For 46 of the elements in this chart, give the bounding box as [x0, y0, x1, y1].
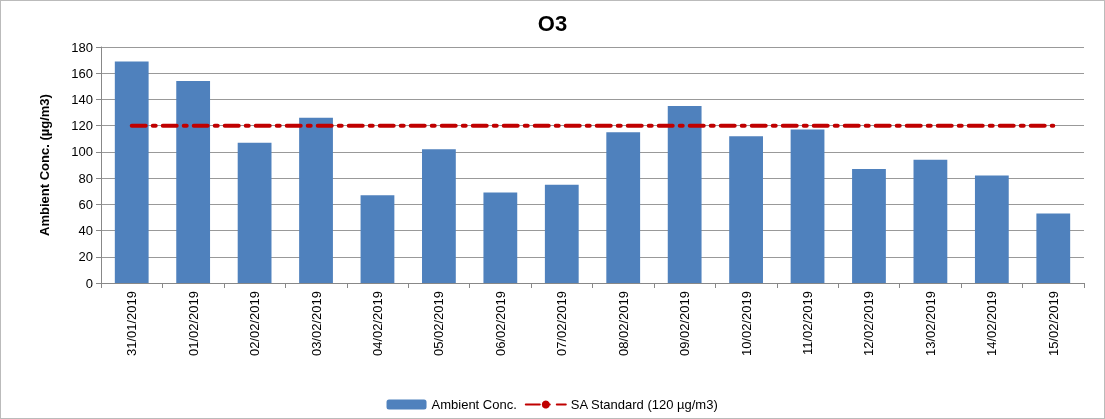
- bar: [114, 61, 149, 283]
- bar: [544, 184, 579, 283]
- x-tick-label: 09/02/2019: [677, 291, 693, 357]
- bar: [667, 106, 702, 283]
- x-tick-label: 01/02/2019: [185, 291, 201, 357]
- y-tick-label: 20: [78, 249, 93, 265]
- bar: [790, 129, 825, 283]
- bar: [606, 132, 641, 283]
- x-tick-label: 10/02/2019: [738, 291, 754, 357]
- bar: [176, 81, 211, 283]
- x-tick-label: 07/02/2019: [554, 291, 570, 357]
- x-tick-label: 13/02/2019: [922, 291, 938, 357]
- x-tick-label: 05/02/2019: [431, 291, 447, 357]
- bar: [1036, 213, 1071, 283]
- bar: [299, 117, 333, 283]
- bar: [483, 192, 518, 283]
- bar: [237, 142, 272, 283]
- x-tick-label: 08/02/2019: [615, 291, 631, 357]
- bar: [360, 195, 395, 283]
- y-tick-label: 140: [71, 91, 93, 107]
- x-tick-label: 11/02/2019: [800, 291, 816, 356]
- x-tick-label: 14/02/2019: [984, 291, 1000, 357]
- y-tick-label: 0: [85, 275, 93, 291]
- x-tick-label: 02/02/2019: [247, 291, 263, 357]
- y-tick-label: 40: [78, 223, 93, 239]
- legend-label: Ambient Conc.: [431, 397, 517, 412]
- bar: [729, 136, 763, 283]
- y-tick-label: 60: [78, 196, 93, 212]
- x-tick-label: 12/02/2019: [861, 291, 877, 357]
- y-axis-title: Ambient Conc. (µg/m3): [37, 94, 52, 236]
- legend-label: SA Standard (120 µg/m3): [570, 397, 718, 412]
- y-tick-label: 100: [71, 144, 93, 160]
- y-tick-label: 160: [71, 65, 93, 81]
- x-tick-label: 03/02/2019: [308, 291, 324, 357]
- bar: [913, 159, 948, 283]
- x-tick-label: 04/02/2019: [369, 291, 385, 357]
- bar: [974, 175, 1009, 283]
- bar: [852, 168, 886, 283]
- y-tick-label: 120: [71, 118, 93, 134]
- bar: [422, 149, 456, 283]
- y-tick-label: 80: [78, 170, 93, 186]
- chart-title: O3: [537, 10, 568, 36]
- y-tick-label: 180: [71, 39, 93, 55]
- x-tick-label: 06/02/2019: [492, 291, 508, 357]
- x-tick-label: 31/01/2019: [124, 291, 140, 357]
- x-tick-label: 15/02/2019: [1045, 291, 1061, 357]
